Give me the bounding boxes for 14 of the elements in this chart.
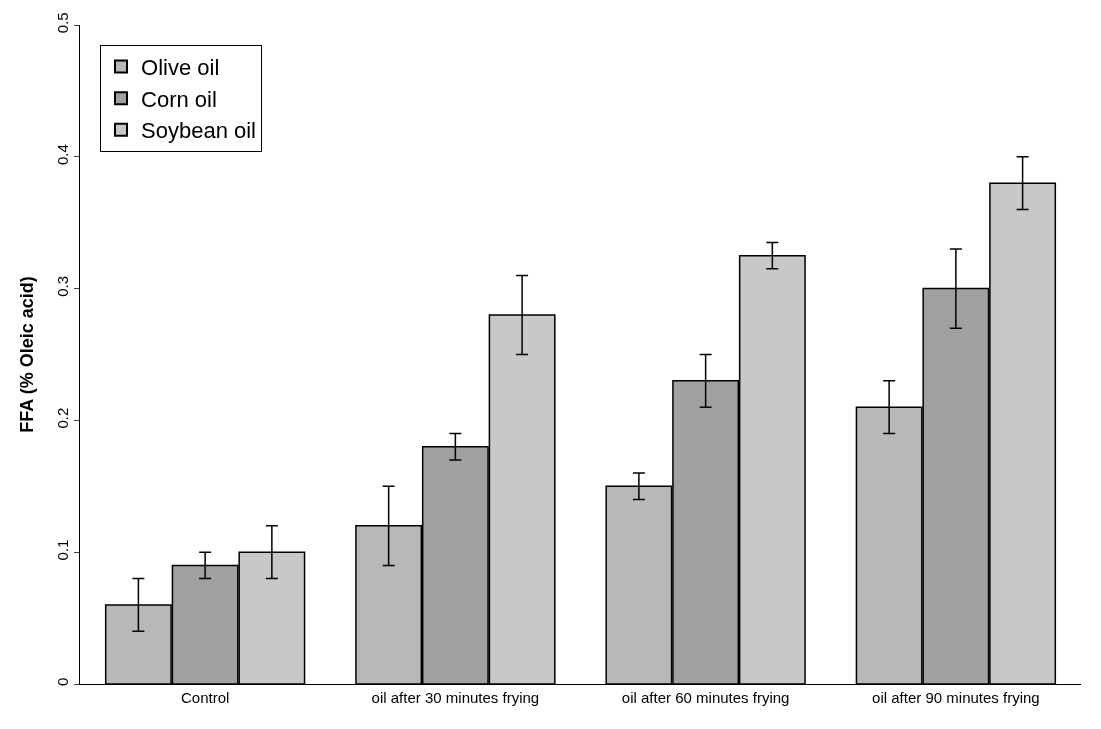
x-tick-label: oil after 30 minutes frying: [371, 689, 540, 706]
y-tick-label: 0.4: [54, 144, 71, 165]
x-tick-label: oil after 90 minutes frying: [872, 689, 1040, 706]
y-tick-label: 0.5: [54, 12, 71, 34]
y-axis-title: FFA (% Oleic acid): [17, 276, 38, 433]
legend-label: Soybean oil: [141, 118, 256, 144]
x-tick-label: oil after 60 minutes frying: [621, 689, 790, 706]
y-tick-label: 0: [54, 677, 71, 686]
y-tick-label: 0.1: [54, 539, 71, 561]
y-tick-label: 0.2: [54, 407, 71, 429]
legend-label: Corn oil: [141, 86, 217, 112]
legend-label: Olive oil: [141, 55, 220, 81]
x-tick-label: Control: [180, 689, 230, 706]
y-tick-label: 0.3: [54, 275, 71, 297]
